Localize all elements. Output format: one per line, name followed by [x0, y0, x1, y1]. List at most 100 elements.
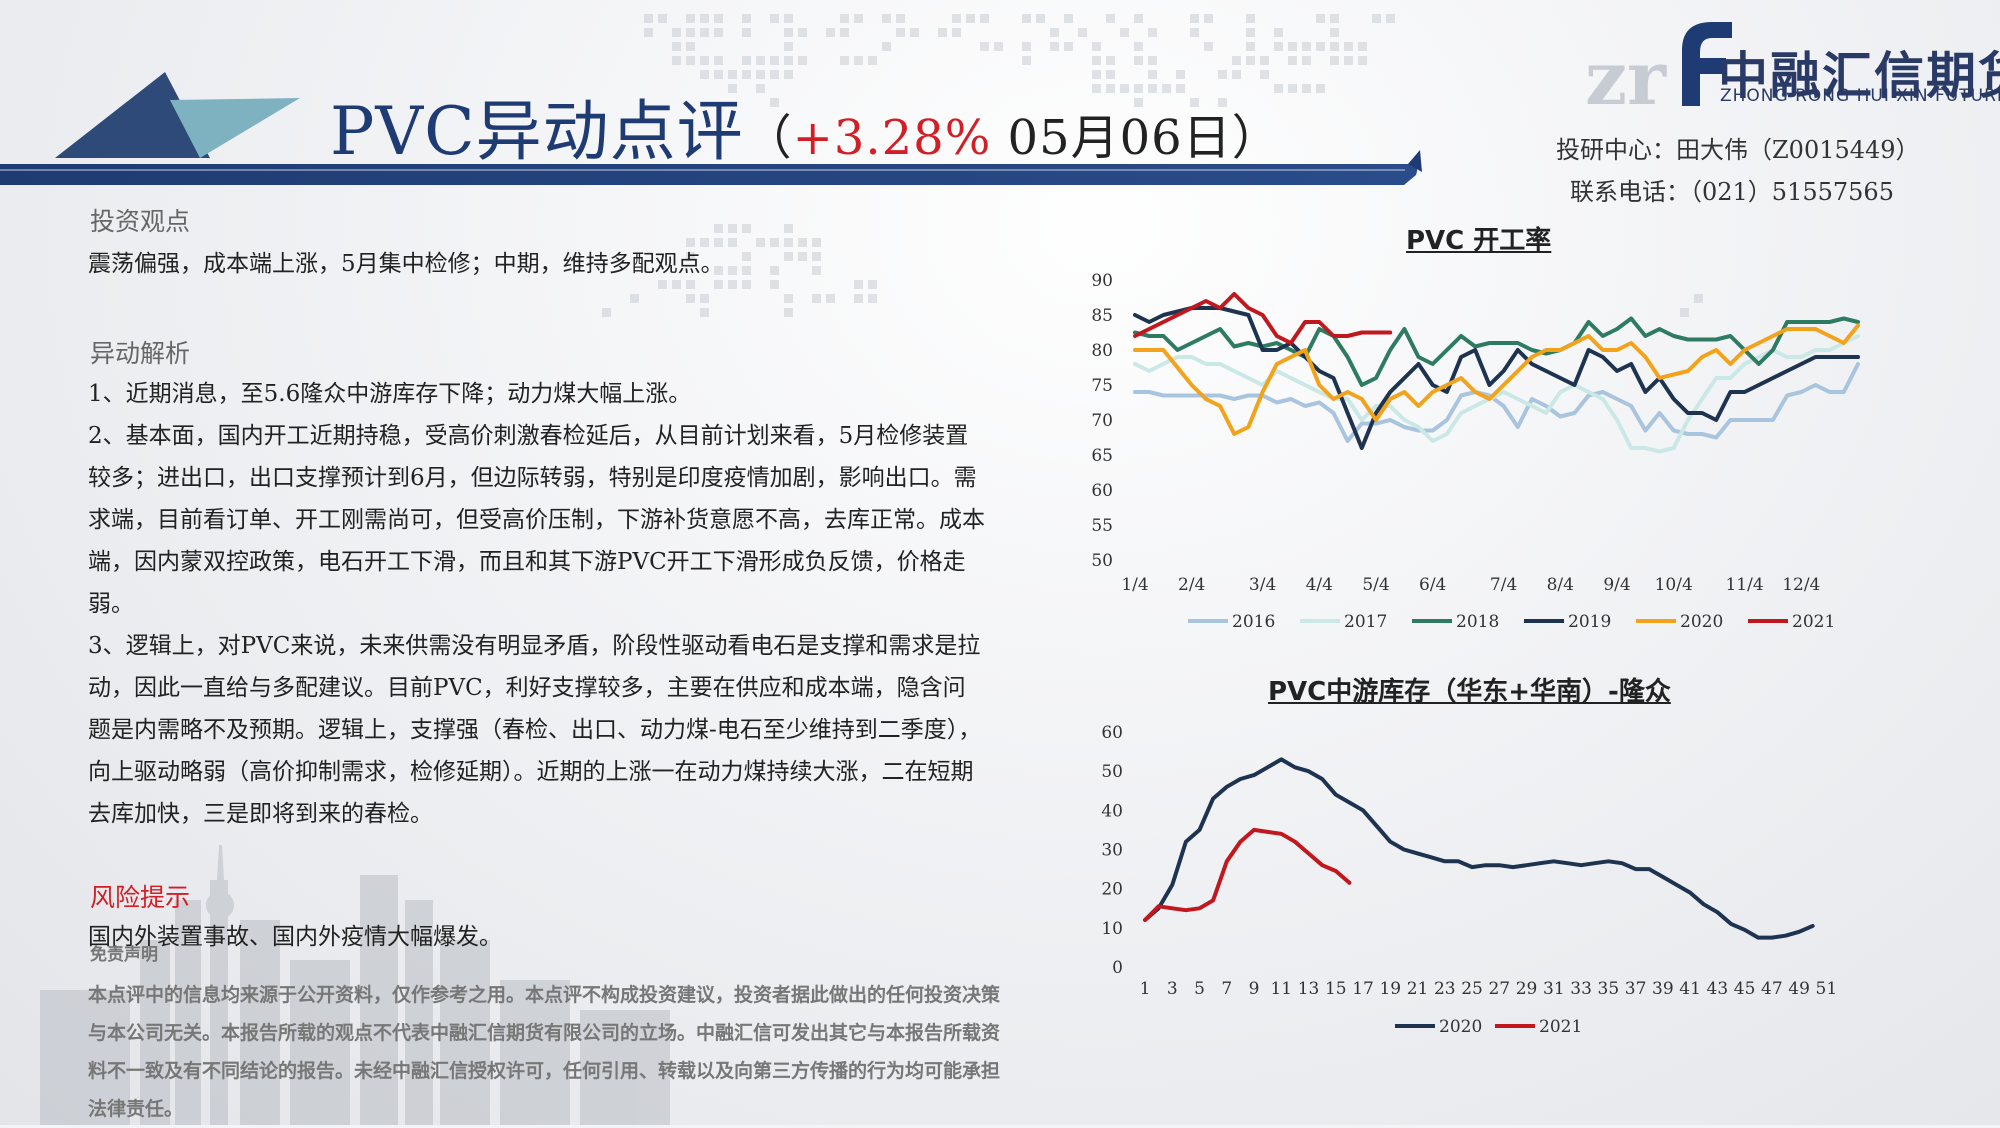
x-tick-label: 17	[1352, 979, 1374, 999]
x-tick-label: 5	[1194, 979, 1205, 999]
y-tick-label: 10	[1101, 919, 1123, 939]
x-tick-label: 6/4	[1419, 575, 1446, 595]
x-tick-label: 35	[1598, 979, 1620, 999]
x-tick-label: 41	[1679, 979, 1701, 999]
x-tick-label: 4/4	[1306, 575, 1333, 595]
section-title-view: 投资观点	[90, 207, 191, 236]
x-tick-label: 43	[1707, 979, 1729, 999]
y-tick-label: 75	[1091, 376, 1113, 396]
company-logo-cn: 中融汇信期货	[1718, 47, 2000, 105]
x-tick-label: 25	[1461, 979, 1483, 999]
logo-watermark-zr: zr	[1585, 36, 1667, 122]
legend-label-2019: 2019	[1568, 612, 1611, 632]
analysis-point-2: 2、基本面，国内开工近期持稳，受高价刺激春检延后，从目前计划来看，5月检修装置较…	[88, 423, 985, 617]
series-line-2021	[1143, 827, 1352, 922]
x-tick-label: 19	[1379, 979, 1401, 999]
x-tick-label: 1	[1140, 979, 1151, 999]
disclaimer-text: 本点评中的信息均来源于公开资料，仅作参考之用。本点评不构成投资建议，投资者据此做…	[88, 984, 1001, 1120]
logo-f-mark	[1682, 22, 1732, 106]
title-date: 05月06日）	[991, 110, 1281, 166]
logo-triangle-dark	[55, 72, 210, 158]
series-line-2021	[1133, 292, 1393, 345]
x-tick-label: 3/4	[1249, 575, 1276, 595]
x-tick-label: 11	[1270, 979, 1292, 999]
company-logo-en: ZHONG RONG HUI XIN FUTURES	[1720, 86, 2000, 106]
x-tick-label: 47	[1761, 979, 1783, 999]
x-tick-label: 39	[1652, 979, 1674, 999]
y-tick-label: 55	[1091, 516, 1113, 536]
x-tick-label: 13	[1298, 979, 1320, 999]
legend-label-2021: 2021	[1792, 612, 1835, 632]
title-change-pct: +3.28%	[792, 110, 992, 166]
series-line-2020	[1133, 323, 1860, 436]
risk-text: 国内外装置事故、国内外疫情大幅爆发。	[88, 924, 502, 950]
y-tick-label: 20	[1101, 880, 1123, 900]
x-tick-label: 7/4	[1490, 575, 1517, 595]
legend-label-2020: 2020	[1680, 612, 1723, 632]
y-tick-label: 60	[1091, 481, 1113, 501]
x-tick-label: 37	[1625, 979, 1647, 999]
y-tick-label: 40	[1101, 801, 1123, 821]
analysis-point-1: 1、近期消息，至5.6隆众中游库存下降；动力煤大幅上涨。	[88, 381, 692, 407]
x-tick-label: 21	[1407, 979, 1429, 999]
x-tick-label: 2/4	[1178, 575, 1205, 595]
y-tick-label: 50	[1091, 551, 1113, 571]
logo-triangle-teal	[170, 98, 300, 158]
x-tick-label: 27	[1488, 979, 1510, 999]
y-tick-label: 80	[1091, 341, 1113, 361]
y-tick-label: 85	[1091, 306, 1113, 326]
x-tick-label: 49	[1788, 979, 1810, 999]
x-tick-label: 7	[1221, 979, 1232, 999]
x-tick-label: 23	[1434, 979, 1456, 999]
x-tick-label: 29	[1516, 979, 1538, 999]
x-tick-label: 9	[1249, 979, 1260, 999]
x-tick-label: 15	[1325, 979, 1347, 999]
series-line-2019	[1133, 306, 1860, 450]
x-tick-label: 5/4	[1362, 575, 1389, 595]
x-tick-label: 12/4	[1782, 575, 1820, 595]
chart1-title: PVC 开工率	[1406, 226, 1552, 256]
series-line-2016	[1133, 362, 1860, 443]
y-tick-label: 0	[1112, 958, 1123, 978]
disclaimer-title: 免责声明	[90, 945, 158, 965]
legend-label-2020: 2020	[1439, 1017, 1482, 1037]
y-tick-label: 70	[1091, 411, 1113, 431]
x-tick-label: 11/4	[1725, 575, 1763, 595]
series-line-2017	[1133, 334, 1860, 454]
analyst-info: 投研中心：田大伟（Z0015449）	[1556, 136, 1920, 164]
header-banner: zr	[0, 22, 1732, 185]
legend-label-2017: 2017	[1344, 612, 1387, 632]
series-line-2018	[1133, 316, 1860, 387]
x-tick-label: 9/4	[1603, 575, 1630, 595]
x-tick-label: 51	[1816, 979, 1838, 999]
section-title-analysis: 异动解析	[90, 339, 191, 368]
y-tick-label: 60	[1101, 723, 1123, 743]
section-title-risk: 风险提示	[90, 883, 191, 912]
y-tick-label: 30	[1101, 841, 1123, 861]
x-tick-label: 31	[1543, 979, 1565, 999]
x-tick-label: 1/4	[1121, 575, 1148, 595]
x-tick-label: 45	[1734, 979, 1756, 999]
contact-phone: 联系电话：（021）51557565	[1570, 178, 1894, 206]
view-text: 震荡偏强，成本端上涨，5月集中检修；中期，维持多配观点。	[88, 251, 724, 277]
legend-label-2018: 2018	[1456, 612, 1499, 632]
x-tick-label: 10/4	[1655, 575, 1693, 595]
x-tick-label: 3	[1167, 979, 1178, 999]
y-tick-label: 50	[1101, 762, 1123, 782]
x-tick-label: 8/4	[1547, 575, 1574, 595]
title-main: PVC异动点评	[330, 93, 744, 170]
legend-label-2016: 2016	[1232, 612, 1275, 632]
series-line-2020	[1143, 757, 1815, 940]
analysis-point-3: 3、逻辑上，对PVC来说，未来供需没有明显矛盾，阶段性驱动看电石是支撑和需求是拉…	[88, 633, 982, 827]
chart-operating-rate: 50 55 60 65 70 75 80 85 90 1/4 2/4 3/4 4/4 5/4 6/4 7/4 8…	[1091, 271, 1860, 632]
title-open: （	[743, 110, 793, 166]
x-tick-label: 33	[1570, 979, 1592, 999]
y-tick-label: 90	[1091, 271, 1113, 291]
y-tick-label: 65	[1091, 446, 1113, 466]
legend-label-2021: 2021	[1539, 1017, 1582, 1037]
page-title: PVC异动点评（+3.28% 05月06日）	[330, 92, 1281, 178]
